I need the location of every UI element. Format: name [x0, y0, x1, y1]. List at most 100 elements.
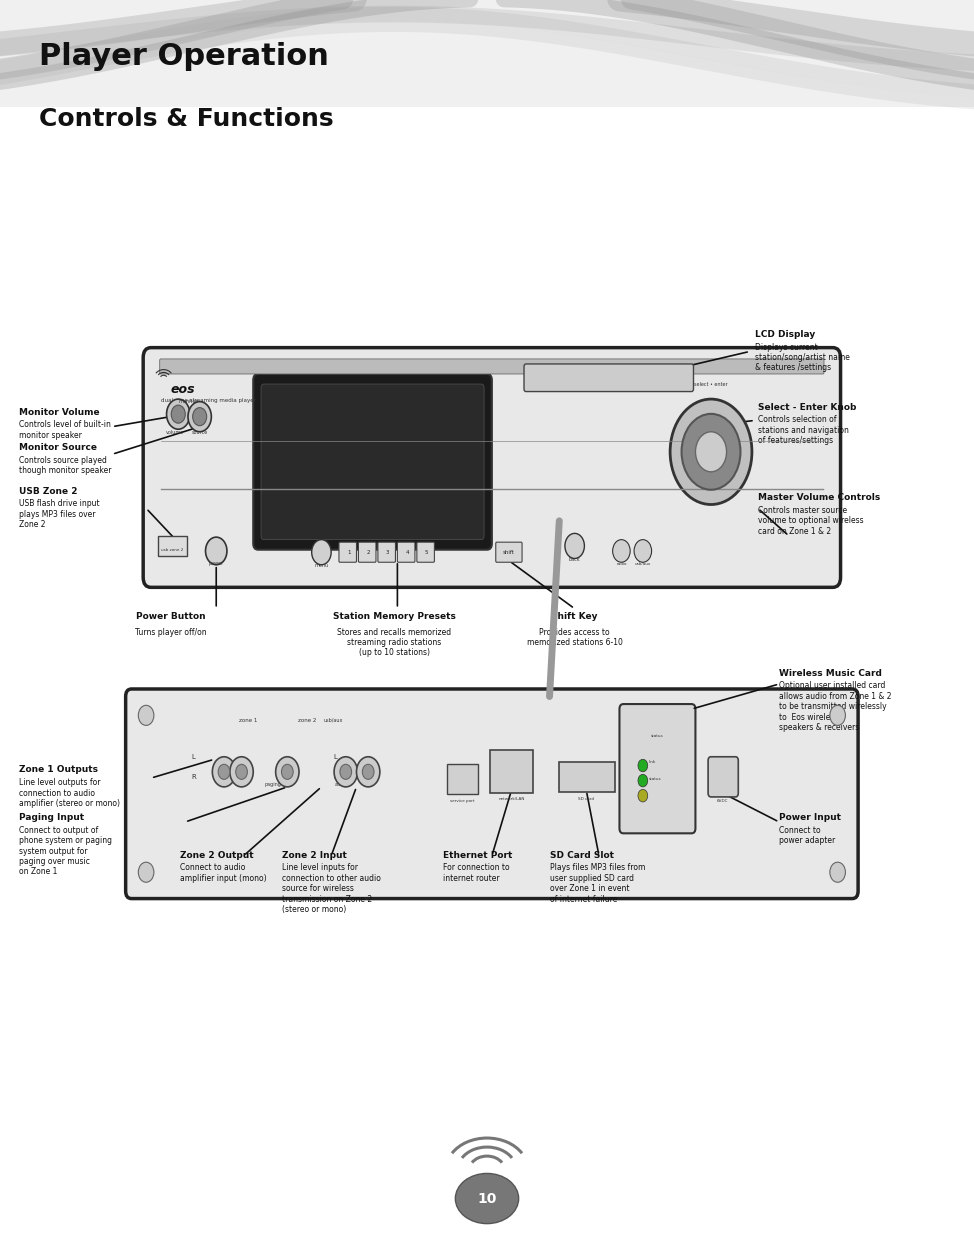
Circle shape	[695, 432, 727, 472]
FancyBboxPatch shape	[160, 359, 824, 374]
Text: Plays files MP3 files from
user supplied SD card
over Zone 1 in event
of interne: Plays files MP3 files from user supplied…	[550, 863, 646, 904]
FancyBboxPatch shape	[417, 542, 434, 562]
Text: Power Button: Power Button	[135, 612, 206, 621]
Text: zone 2: zone 2	[298, 718, 316, 723]
Text: 5: 5	[425, 550, 429, 555]
Text: usb zone 2: usb zone 2	[162, 547, 183, 552]
Text: 2: 2	[366, 550, 370, 555]
Circle shape	[230, 757, 253, 787]
Circle shape	[340, 764, 352, 779]
Circle shape	[638, 789, 648, 802]
Text: zone 1: zone 1	[240, 718, 257, 723]
Circle shape	[236, 764, 247, 779]
Text: Line level outputs for
connection to audio
amplifier (stereo or mono): Line level outputs for connection to aud…	[19, 778, 121, 808]
Text: 3: 3	[386, 550, 390, 555]
FancyBboxPatch shape	[708, 757, 738, 797]
FancyBboxPatch shape	[339, 542, 356, 562]
Text: status: status	[652, 734, 663, 738]
Text: 4: 4	[405, 550, 409, 555]
Text: 10: 10	[477, 1191, 497, 1206]
Text: Shift Key: Shift Key	[551, 612, 598, 621]
Circle shape	[167, 399, 190, 429]
Text: Zone 2 Output: Zone 2 Output	[180, 851, 254, 860]
Text: Displays current
station/song/artist name
& features /settings: Displays current station/song/artist nam…	[755, 343, 849, 373]
Circle shape	[830, 862, 845, 882]
Text: Wireless Music Card: Wireless Music Card	[779, 669, 882, 678]
Text: L: L	[333, 754, 337, 761]
Text: Controls & Functions: Controls & Functions	[39, 107, 333, 132]
Text: L: L	[191, 754, 195, 761]
Text: For connection to
internet router: For connection to internet router	[443, 863, 509, 882]
Ellipse shape	[456, 1173, 518, 1224]
Text: select • enter: select • enter	[694, 382, 728, 387]
Text: USB flash drive input
plays MP3 files over
Zone 2: USB flash drive input plays MP3 files ov…	[19, 499, 100, 530]
Text: monitor: monitor	[178, 399, 198, 404]
FancyBboxPatch shape	[619, 704, 695, 833]
Circle shape	[206, 537, 227, 565]
FancyBboxPatch shape	[524, 364, 693, 392]
Text: network/LAN: network/LAN	[498, 797, 525, 801]
Text: R: R	[191, 774, 196, 781]
Text: Connect to
power adapter: Connect to power adapter	[779, 826, 836, 845]
Circle shape	[356, 757, 380, 787]
Text: eos: eos	[170, 383, 195, 395]
FancyBboxPatch shape	[253, 374, 492, 550]
FancyBboxPatch shape	[143, 348, 841, 587]
Text: menu: menu	[315, 563, 328, 569]
Text: Select - Enter Knob: Select - Enter Knob	[758, 403, 856, 412]
Circle shape	[212, 757, 236, 787]
Circle shape	[193, 408, 206, 425]
Circle shape	[281, 764, 293, 779]
Text: paging: paging	[264, 782, 281, 787]
Text: 6VDC: 6VDC	[717, 799, 729, 803]
Circle shape	[634, 540, 652, 562]
Circle shape	[565, 533, 584, 558]
FancyBboxPatch shape	[397, 542, 415, 562]
Circle shape	[638, 774, 648, 787]
Text: Controls master source
volume to optional wireless
card on Zone 1 & 2: Controls master source volume to optiona…	[758, 506, 863, 536]
FancyBboxPatch shape	[496, 542, 522, 562]
Text: Master Volume Controls: Master Volume Controls	[758, 493, 880, 502]
Text: SD Card Slot: SD Card Slot	[550, 851, 615, 860]
Text: Power Input: Power Input	[779, 813, 842, 822]
Circle shape	[613, 540, 630, 562]
Circle shape	[682, 414, 740, 489]
Text: USB Zone 2: USB Zone 2	[19, 487, 78, 496]
Text: Player Operation: Player Operation	[39, 41, 329, 72]
Text: Paging Input: Paging Input	[19, 813, 85, 822]
Text: dual zone streaming media player: dual zone streaming media player	[161, 398, 255, 403]
FancyBboxPatch shape	[447, 764, 478, 794]
FancyBboxPatch shape	[0, 0, 974, 107]
Text: Zone 2 Input: Zone 2 Input	[282, 851, 348, 860]
FancyBboxPatch shape	[126, 689, 858, 899]
Text: Controls selection of
stations and navigation
of features/settings: Controls selection of stations and navig…	[758, 415, 848, 446]
Text: Zone 1 Outputs: Zone 1 Outputs	[19, 766, 98, 774]
Text: shift: shift	[503, 550, 515, 555]
Text: Turns player off/on: Turns player off/on	[134, 628, 206, 636]
Text: Stores and recalls memorized
streaming radio stations
(up to 10 stations): Stores and recalls memorized streaming r…	[337, 628, 452, 658]
Text: Connect to output of
phone system or paging
system output for
paging over music
: Connect to output of phone system or pag…	[19, 826, 112, 876]
Circle shape	[138, 862, 154, 882]
Text: usb/aux: usb/aux	[635, 562, 651, 566]
Circle shape	[276, 757, 299, 787]
Circle shape	[638, 759, 648, 772]
Text: power: power	[208, 561, 224, 566]
Text: aux: aux	[334, 782, 344, 787]
Text: volume: volume	[167, 430, 184, 435]
Circle shape	[830, 705, 845, 725]
Text: R: R	[333, 774, 338, 781]
Text: link: link	[649, 759, 656, 764]
Circle shape	[334, 757, 357, 787]
Text: Ethernet Port: Ethernet Port	[443, 851, 512, 860]
FancyBboxPatch shape	[378, 542, 395, 562]
Circle shape	[362, 764, 374, 779]
Text: Station Memory Presets: Station Memory Presets	[333, 612, 456, 621]
Text: status: status	[649, 777, 661, 782]
Text: Provides access to
memorized stations 6-10: Provides access to memorized stations 6-…	[527, 628, 622, 646]
Text: Controls level of built-in
monitor speaker: Controls level of built-in monitor speak…	[19, 420, 111, 439]
Text: Connect to audio
amplifier input (mono): Connect to audio amplifier input (mono)	[180, 863, 267, 882]
Circle shape	[138, 705, 154, 725]
Text: Controls source played
though monitor speaker: Controls source played though monitor sp…	[19, 456, 112, 474]
Text: LCD Display: LCD Display	[755, 330, 815, 339]
Circle shape	[171, 405, 185, 423]
